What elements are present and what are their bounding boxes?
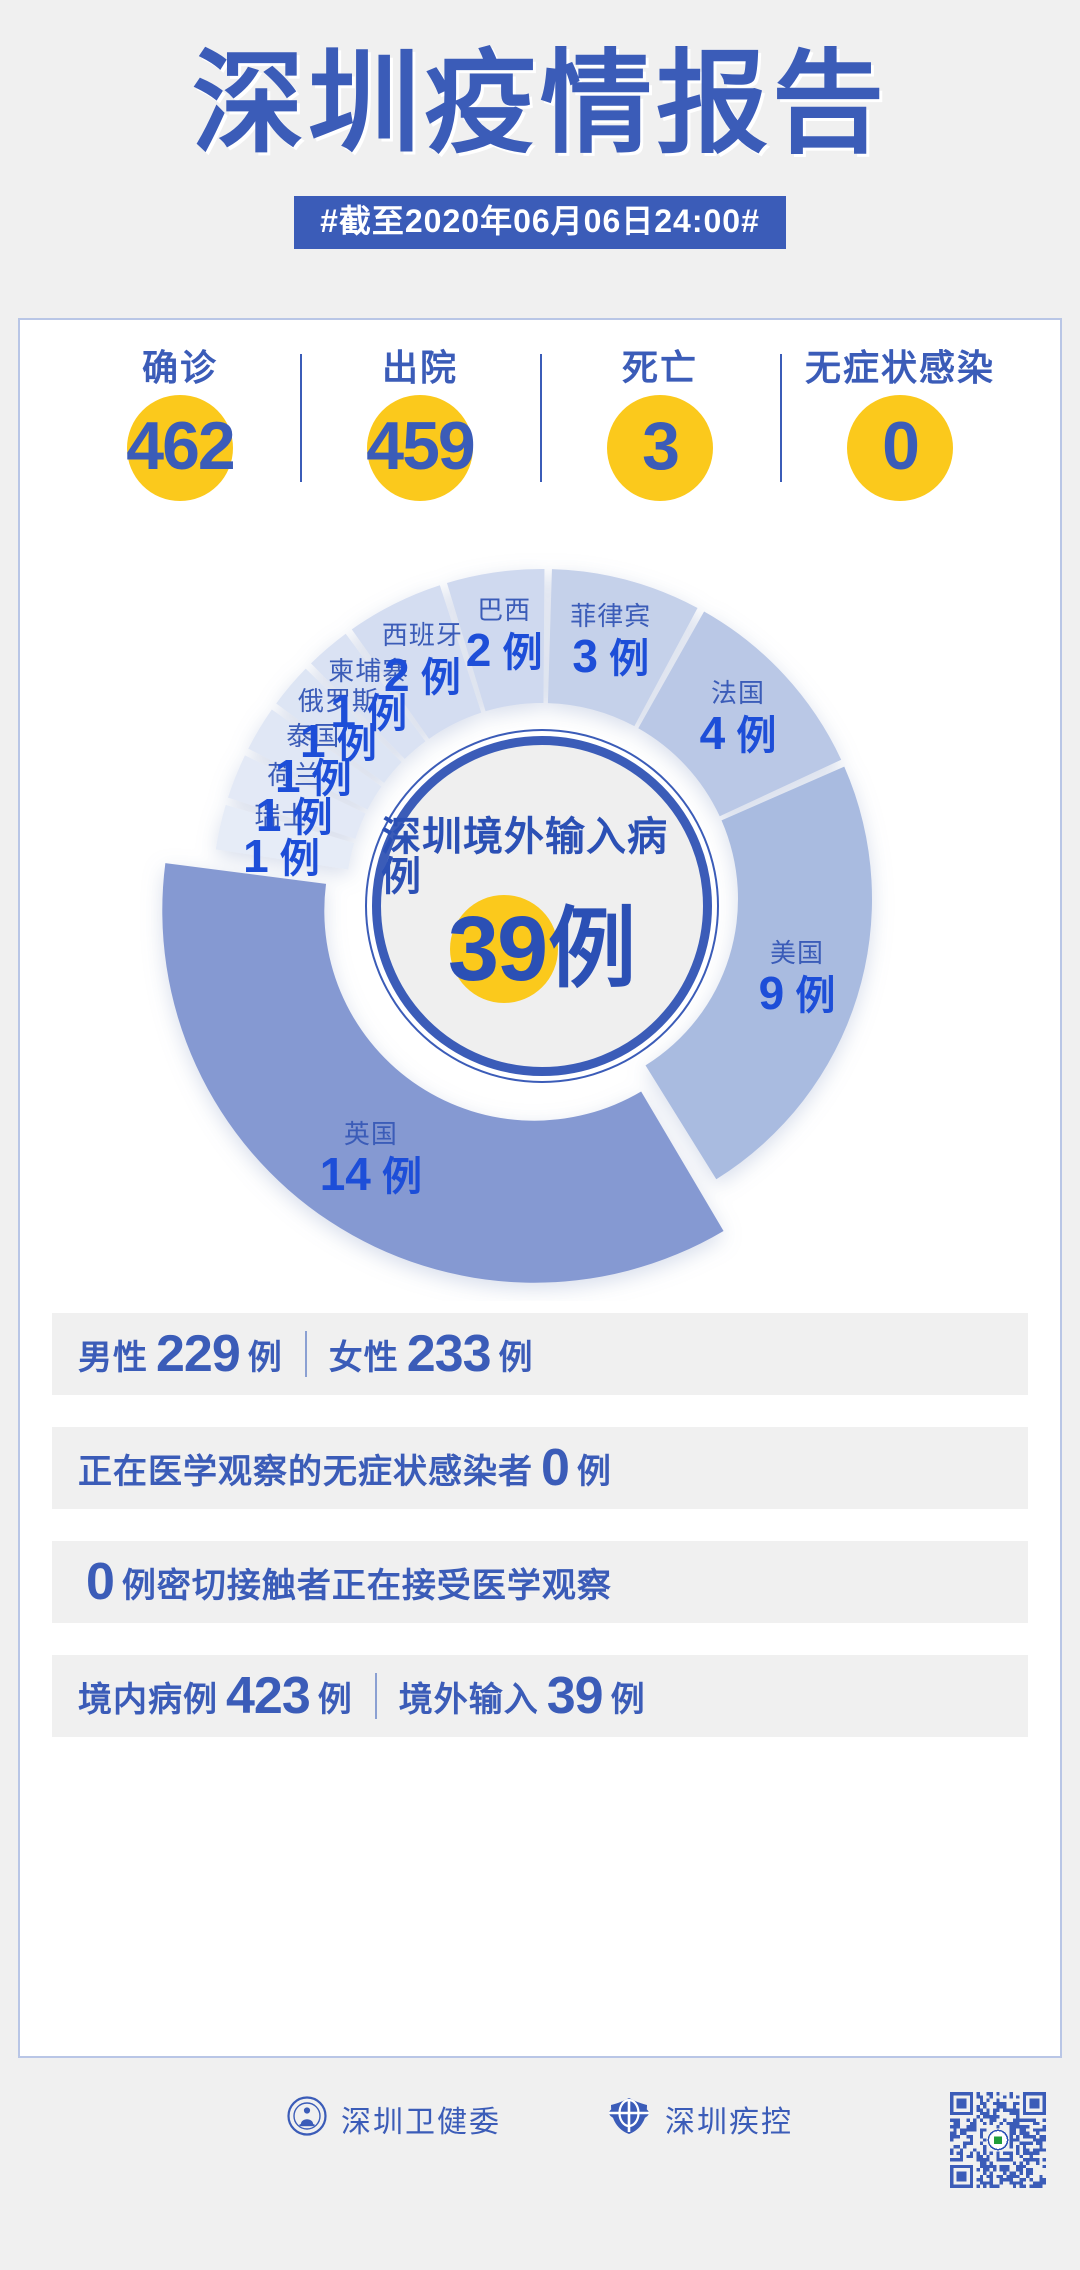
donut-center: 深圳境外输入病例 39 例 xyxy=(372,736,712,1077)
bar-text: 例 xyxy=(576,1452,612,1491)
donut-segment-美国[interactable] xyxy=(645,766,872,1180)
header: 深圳疫情报告 #截至2020年06月06日24:00# xyxy=(0,0,1080,250)
summary-bar: 0 例密切接触者正在接受医学观察 xyxy=(52,1541,1028,1624)
stat-value: 459 xyxy=(366,408,475,485)
donut-segment-菲律宾[interactable] xyxy=(547,569,698,727)
bar-text: 例 xyxy=(610,1680,646,1719)
stat-label: 无症状感染 xyxy=(804,347,995,388)
brand-cdc: 深圳疾控 xyxy=(607,2096,793,2141)
summary-bars: 男性 229 例女性 233 例正在医学观察的无症状感染者 0 例 0 例密切接触者正在接受医学… xyxy=(20,1313,1060,1738)
brand-health-commission: 深圳卫健委 xyxy=(287,2096,501,2141)
bar-divider xyxy=(374,1673,377,1720)
donut-svg xyxy=(162,569,872,1283)
footer: 深圳卫健委 深圳疾控 xyxy=(0,2058,1080,2270)
stat-bubble: 3 xyxy=(607,395,713,502)
donut-segment-法国[interactable] xyxy=(638,611,842,817)
bar-text: 例 xyxy=(498,1338,534,1377)
stat-bubble: 459 xyxy=(366,395,476,502)
highlight-circle xyxy=(449,895,558,1004)
bar-number: 229 xyxy=(156,1325,241,1384)
donut-segment-西班牙[interactable] xyxy=(351,585,482,740)
stat-label: 确诊 xyxy=(141,347,218,388)
bar-number: 233 xyxy=(406,1325,492,1384)
bar-text: 正在医学观察的无症状感染者 xyxy=(78,1452,533,1491)
bar-number: 423 xyxy=(226,1667,311,1726)
imported-cases-donut-chart: 深圳境外输入病例 39 例 瑞士 1 例荷兰 1 例泰国 1 例俄罗斯 1 例柬埔寨 1 … xyxy=(20,511,1064,1301)
date-banner-wrap: #截至2020年06月06日24:00# xyxy=(0,196,1080,250)
health-commission-seal-icon xyxy=(287,2096,327,2141)
stat-value: 462 xyxy=(126,408,235,485)
donut-segment-柬埔寨[interactable] xyxy=(311,633,426,760)
bar-number: 0 xyxy=(86,1553,115,1612)
stat-deaths: 死亡 3 xyxy=(540,346,780,502)
brand-name: 深圳卫健委 xyxy=(341,2105,501,2139)
donut-segment-泰国[interactable] xyxy=(248,709,382,810)
date-banner: #截至2020年06月06日24:00# xyxy=(294,196,786,250)
donut-total-number: 39 xyxy=(447,898,548,1001)
donut-center-title: 深圳境外输入病例 xyxy=(381,815,668,900)
bar-text: 男性 xyxy=(78,1338,148,1377)
summary-bar: 境内病例 423 例境外输入 39 例 xyxy=(52,1655,1028,1738)
stat-bubble: 462 xyxy=(126,395,236,502)
stat-asymptomatic: 无症状感染 0 xyxy=(780,346,1020,502)
stat-discharged: 出院 459 xyxy=(300,346,540,502)
footer-brands: 深圳卫健委 深圳疾控 xyxy=(0,2058,1080,2141)
bar-text: 境外输入 xyxy=(398,1680,539,1719)
donut-center-total: 39 例 xyxy=(447,895,637,1004)
stat-confirmed: 确诊 462 xyxy=(60,346,300,502)
bar-divider xyxy=(304,1331,307,1378)
bar-number: 39 xyxy=(546,1667,604,1726)
stats-row: 确诊 462 出院 459 死亡 3 无症状感染 0 xyxy=(20,320,1060,502)
bar-text: 例 xyxy=(247,1338,283,1377)
stat-value: 3 xyxy=(642,408,680,485)
stat-value: 0 xyxy=(882,408,920,485)
bar-text: 女性 xyxy=(328,1338,399,1377)
stat-label: 出院 xyxy=(381,347,458,388)
cdc-shield-icon xyxy=(607,2096,651,2141)
donut-segment-英国[interactable] xyxy=(162,863,724,1283)
donut-segment-俄罗斯[interactable] xyxy=(276,668,402,784)
donut-total-unit: 例 xyxy=(548,899,637,999)
donut-segment-荷兰[interactable] xyxy=(227,755,366,840)
summary-bar: 男性 229 例女性 233 例 xyxy=(52,1313,1028,1396)
qr-code-icon[interactable] xyxy=(950,2092,1046,2188)
bar-text: 例 xyxy=(317,1680,353,1719)
main-card: 确诊 462 出院 459 死亡 3 无症状感染 0 xyxy=(18,318,1062,2058)
bar-number: 0 xyxy=(541,1439,570,1498)
brand-name: 深圳疾控 xyxy=(665,2105,793,2139)
page-title: 深圳疫情报告 xyxy=(192,41,888,166)
bar-text: 境内病例 xyxy=(78,1680,218,1719)
stat-label: 死亡 xyxy=(621,347,698,388)
donut-segment-瑞士[interactable] xyxy=(215,805,355,870)
donut-segment-巴西[interactable] xyxy=(446,569,545,712)
bar-text: 例密切接触者正在接受医学观察 xyxy=(121,1566,612,1605)
stat-bubble: 0 xyxy=(847,395,953,502)
summary-bar: 正在医学观察的无症状感染者 0 例 xyxy=(52,1427,1028,1510)
